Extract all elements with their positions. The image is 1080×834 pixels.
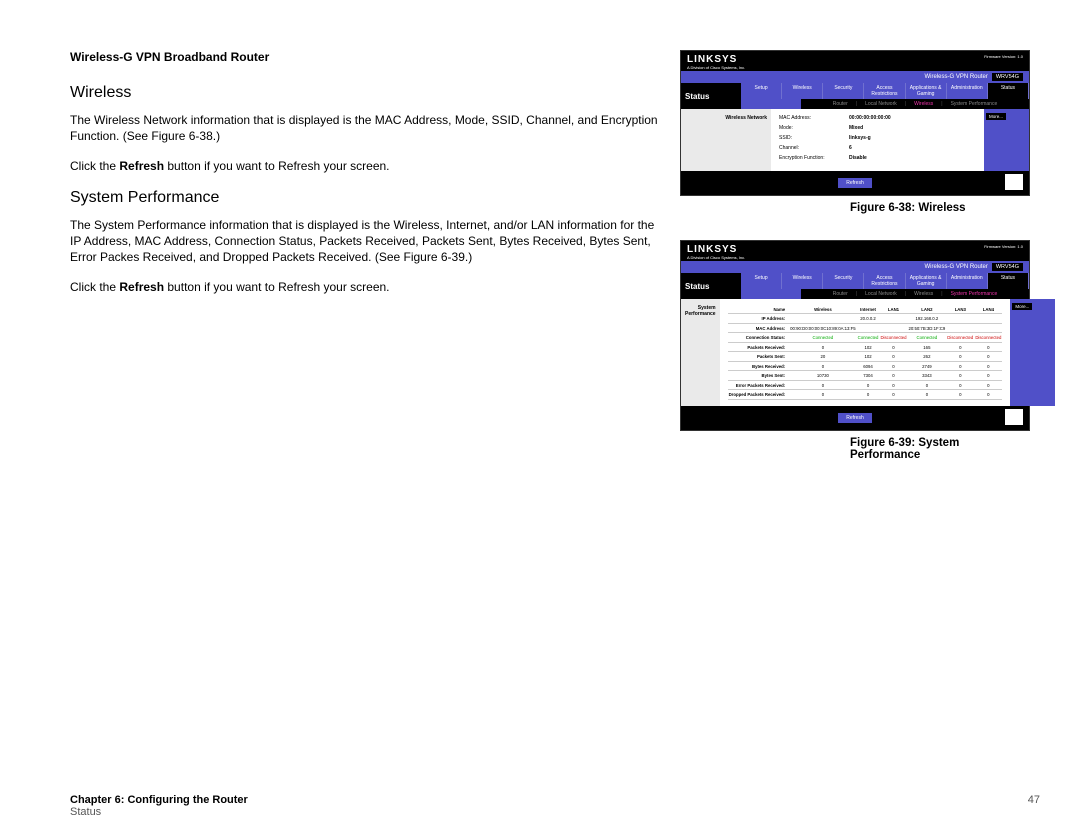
nav-tab[interactable]: Wireless xyxy=(782,83,823,99)
paragraph: Click the Refresh button if you want to … xyxy=(70,158,660,174)
figure-wireless-screenshot: LINKSYS A Division of Cisco Systems, Inc… xyxy=(680,50,1030,196)
nav-tab[interactable]: Wireless xyxy=(782,273,823,289)
nav-tab[interactable]: Setup xyxy=(741,273,782,289)
refresh-button[interactable]: Refresh xyxy=(838,413,872,423)
nav-tab[interactable]: Security xyxy=(823,273,864,289)
nav-tab[interactable]: Setup xyxy=(741,83,782,99)
section-heading-system-performance: System Performance xyxy=(70,189,660,207)
nav-tab[interactable]: Security xyxy=(823,83,864,99)
paragraph: The System Performance information that … xyxy=(70,217,660,266)
page-footer: Chapter 6: Configuring the Router Status… xyxy=(70,794,1040,818)
paragraph: The Wireless Network information that is… xyxy=(70,112,660,144)
nav-tab[interactable]: Applications & Gaming xyxy=(906,83,947,99)
doc-title: Wireless-G VPN Broadband Router xyxy=(70,50,660,64)
figure-caption: Figure 6-39: System Performance xyxy=(850,437,1030,461)
figure-caption: Figure 6-38: Wireless xyxy=(850,202,1030,214)
nav-tab[interactable]: Status xyxy=(988,273,1029,289)
linksys-logo: LINKSYS xyxy=(687,54,745,65)
nav-tab[interactable]: Applications & Gaming xyxy=(906,273,947,289)
status-tab[interactable]: Status xyxy=(681,273,741,299)
refresh-button[interactable]: Refresh xyxy=(838,178,872,188)
nav-tab[interactable]: Access Restrictions xyxy=(864,273,905,289)
cisco-logo xyxy=(1005,409,1023,425)
figure-system-performance-screenshot: LINKSYS A Division of Cisco Systems, Inc… xyxy=(680,240,1030,431)
linksys-logo: LINKSYS xyxy=(687,244,745,255)
section-heading-wireless: Wireless xyxy=(70,84,660,102)
status-tab[interactable]: Status xyxy=(681,83,741,109)
page-number: 47 xyxy=(1028,794,1040,818)
paragraph: Click the Refresh button if you want to … xyxy=(70,279,660,295)
nav-tab[interactable]: Access Restrictions xyxy=(864,83,905,99)
cisco-logo xyxy=(1005,174,1023,190)
nav-tab[interactable]: Administration xyxy=(947,83,988,99)
nav-tab[interactable]: Status xyxy=(988,83,1029,99)
nav-tab[interactable]: Administration xyxy=(947,273,988,289)
